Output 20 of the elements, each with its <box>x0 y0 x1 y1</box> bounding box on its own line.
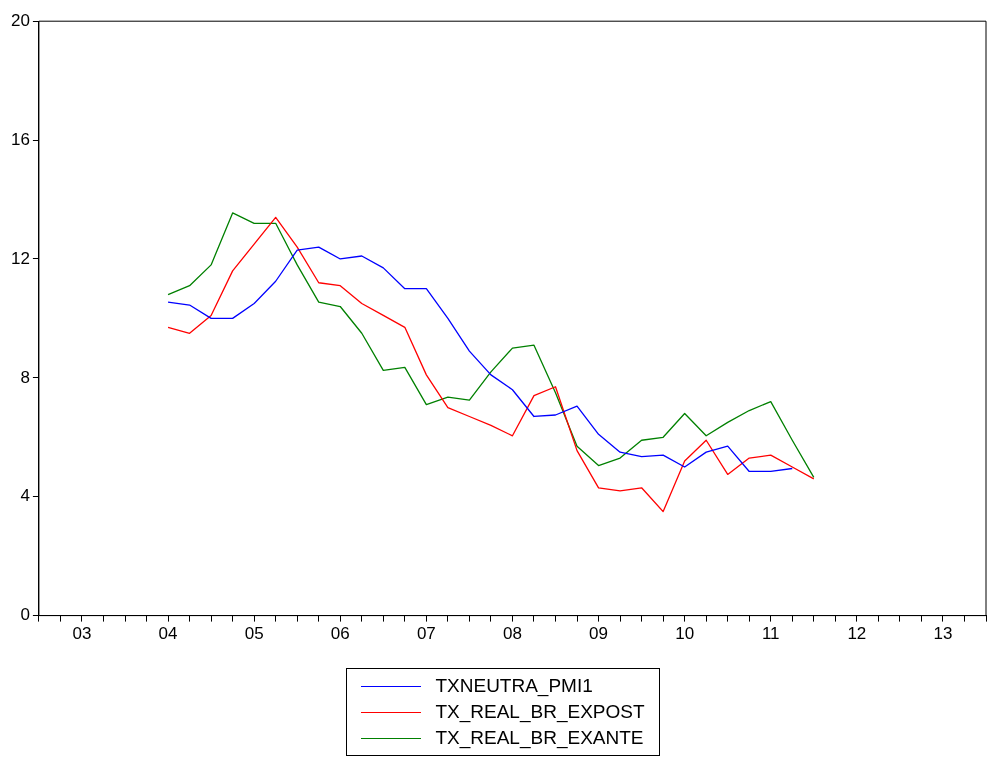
x-tick-label: 09 <box>589 624 609 644</box>
x-tick-label: 08 <box>502 624 522 644</box>
y-tick-label: 12 <box>10 248 30 268</box>
legend-label: TX_REAL_BR_EXANTE <box>435 727 644 749</box>
legend-label: TXNEUTRA_PMI1 <box>435 675 593 697</box>
x-tick-label: 05 <box>244 624 264 644</box>
x-tick-label: 11 <box>761 624 780 644</box>
y-tick-label: 20 <box>10 10 30 30</box>
x-tick-label: 12 <box>847 624 867 644</box>
legend-label: TX_REAL_BR_EXPOST <box>435 701 645 723</box>
x-tick-label: 03 <box>72 624 92 644</box>
x-tick-label: 07 <box>416 624 436 644</box>
x-tick-label: 04 <box>158 624 178 644</box>
x-tick-label: 06 <box>330 624 350 644</box>
y-tick-label: 16 <box>10 129 30 149</box>
y-tick-label: 8 <box>20 367 30 387</box>
x-tick-label: 13 <box>933 624 953 644</box>
y-tick-label: 0 <box>20 605 30 625</box>
x-tick-label: 10 <box>675 624 695 644</box>
y-tick-label: 4 <box>20 486 30 506</box>
